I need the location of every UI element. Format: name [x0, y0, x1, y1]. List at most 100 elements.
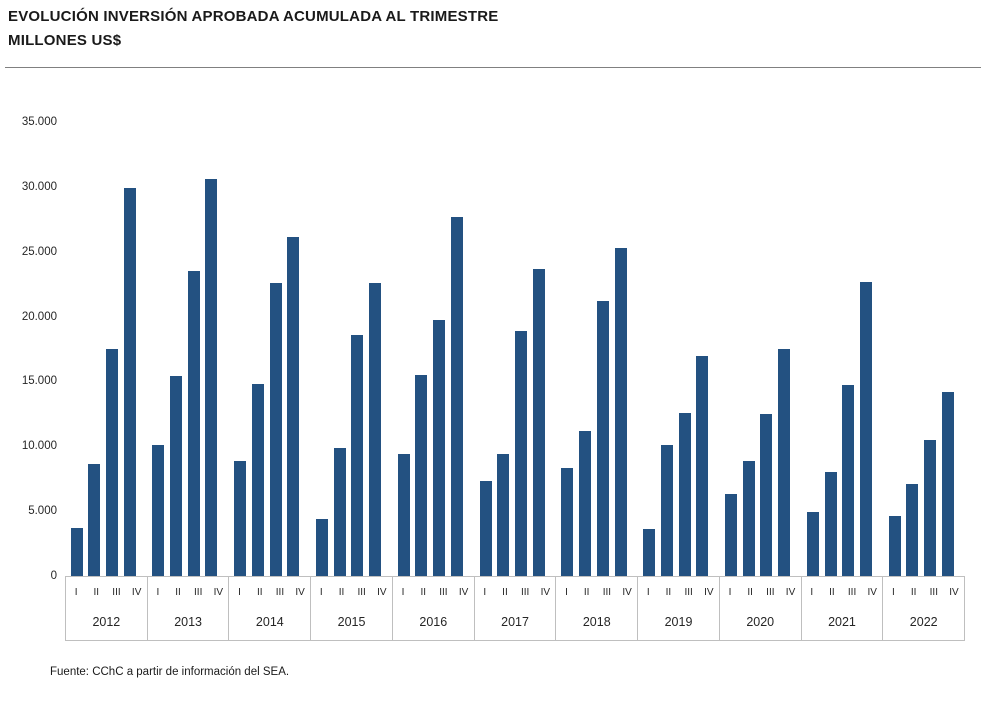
- quarter-label: IV: [540, 587, 551, 598]
- bar-2016-II: [415, 374, 428, 576]
- bar-2021-IV: [859, 281, 872, 576]
- year-group-2014: I II III IV 2014: [229, 577, 312, 640]
- quarter-row: I II III IV: [802, 577, 883, 608]
- quarter-label: IV: [949, 587, 959, 598]
- year-group-2012: I II III IV 2012: [66, 577, 148, 640]
- bar-2017-I: [479, 481, 492, 576]
- bar-2022-I: [888, 516, 901, 576]
- source-note: Fuente: CChC a partir de información del…: [50, 666, 290, 678]
- bar-2013-IV: [205, 179, 218, 576]
- y-tick-label: 5.000: [28, 505, 57, 518]
- quarter-label: I: [238, 587, 241, 598]
- bar-2018-II: [579, 430, 592, 576]
- quarter-row: I II III IV: [229, 577, 310, 608]
- quarter-label: II: [175, 587, 181, 598]
- year-group-2015: I II III IV 2015: [311, 577, 393, 640]
- bar-2015-I: [315, 518, 328, 576]
- bar-2014-I: [234, 460, 247, 576]
- quarter-label: III: [357, 587, 366, 598]
- bar-2014-II: [251, 384, 264, 576]
- y-tick-label: 20.000: [21, 310, 57, 323]
- bar-2018-I: [561, 468, 574, 576]
- quarter-label: IV: [131, 587, 142, 598]
- bar-2014-IV: [287, 237, 300, 576]
- year-group-2022: I II III IV 2022: [883, 577, 964, 640]
- year-label: 2013: [174, 615, 202, 629]
- quarter-label: III: [194, 587, 203, 598]
- quarter-label: IV: [622, 587, 632, 598]
- year-group-2020: I II III IV 2020: [720, 577, 802, 640]
- bar-2014-III: [269, 282, 282, 576]
- quarter-label: IV: [295, 587, 305, 598]
- x-axis-category-band: I II III IV 2012 I II III IV 2013 I II III IV 2014 I II I…: [65, 576, 965, 641]
- quarter-label: II: [665, 587, 672, 598]
- bar-2013-II: [170, 376, 183, 576]
- bar-2020-I: [725, 494, 738, 576]
- quarter-label: III: [766, 587, 775, 598]
- quarter-label: IV: [867, 587, 877, 598]
- quarter-label: III: [929, 587, 938, 598]
- year-group-2021: I II III IV 2021: [802, 577, 884, 640]
- quarter-row: I II III IV: [148, 577, 229, 608]
- bar-2020-III: [760, 413, 773, 576]
- quarter-label: II: [583, 587, 590, 598]
- quarter-label: III: [602, 587, 612, 598]
- bar-2022-II: [906, 483, 919, 576]
- year-label: 2015: [337, 615, 366, 629]
- bar-2016-III: [433, 320, 446, 576]
- bar-2019-I: [643, 529, 656, 576]
- quarter-label: I: [646, 587, 650, 598]
- quarter-row: I II III IV: [475, 577, 556, 608]
- year-label: 2016: [419, 615, 448, 629]
- y-tick-label: 0: [50, 570, 57, 582]
- bar-2017-IV: [532, 268, 545, 576]
- quarter-label: I: [401, 587, 405, 598]
- bar-2021-I: [806, 512, 819, 576]
- bar-2019-IV: [696, 355, 709, 576]
- bar-2015-III: [351, 334, 364, 576]
- bar-2020-II: [742, 460, 755, 576]
- y-tick-label: 10.000: [21, 440, 57, 453]
- quarter-label: IV: [785, 587, 796, 598]
- quarter-label: II: [829, 587, 835, 598]
- y-axis-tick-labels: 0 5.000 10.000 15.000 20.000 25.000 30.000 35.0…: [0, 116, 57, 582]
- title-divider: [5, 67, 981, 68]
- quarter-label: II: [747, 587, 753, 598]
- bar-2016-IV: [450, 216, 463, 576]
- quarter-row: I II III IV: [556, 577, 637, 608]
- bar-2022-IV: [941, 391, 954, 576]
- chart-title: EVOLUCIÓN INVERSIÓN APROBADA ACUMULADA A…: [8, 8, 499, 25]
- bar-2012-I: [70, 528, 83, 576]
- quarter-label: IV: [704, 587, 714, 598]
- quarter-label: III: [275, 587, 285, 598]
- quarter-label: IV: [213, 587, 224, 598]
- bar-2015-IV: [369, 282, 382, 576]
- bar-2018-III: [596, 301, 609, 576]
- bar-2017-II: [497, 454, 510, 576]
- quarter-row: I II III IV: [883, 577, 964, 608]
- year-label: 2017: [501, 615, 529, 629]
- bar-2021-II: [824, 472, 837, 576]
- quarter-label: IV: [458, 587, 469, 598]
- quarter-label: IV: [377, 587, 387, 598]
- quarter-label: II: [910, 587, 917, 598]
- quarter-label: III: [439, 587, 448, 598]
- y-tick-label: 15.000: [21, 375, 57, 388]
- bar-2012-IV: [123, 188, 136, 576]
- bar-2018-IV: [614, 247, 627, 576]
- year-label: 2021: [828, 615, 856, 629]
- quarter-label: I: [728, 587, 732, 598]
- year-label: 2018: [582, 615, 611, 629]
- quarter-label: II: [256, 587, 263, 598]
- quarter-label: I: [565, 587, 568, 598]
- y-tick-label: 25.000: [21, 245, 57, 258]
- bar-2013-III: [187, 271, 200, 576]
- quarter-label: I: [319, 587, 323, 598]
- year-group-2017: I II III IV 2017: [475, 577, 557, 640]
- quarter-label: III: [520, 587, 530, 598]
- bar-2013-I: [152, 445, 165, 576]
- bar-2019-II: [660, 445, 673, 576]
- quarter-label: II: [502, 587, 508, 598]
- year-label: 2012: [92, 615, 121, 629]
- quarter-row: I II III IV: [66, 577, 147, 608]
